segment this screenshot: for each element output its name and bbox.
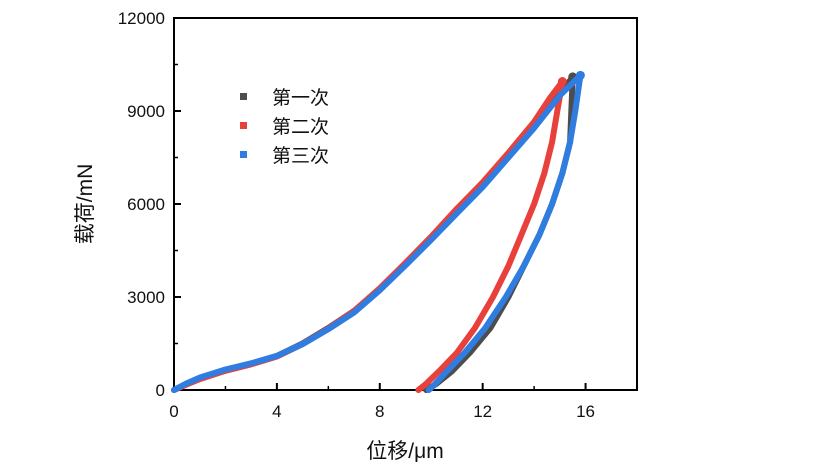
x-axis-label: 位移/μm — [366, 440, 443, 463]
y-tick-label: 0 — [156, 381, 165, 400]
legend-marker — [240, 122, 247, 129]
y-tick-label: 6000 — [127, 195, 165, 214]
x-tick-label: 8 — [375, 402, 384, 421]
y-tick-label: 3000 — [127, 288, 165, 307]
legend-marker — [240, 93, 247, 100]
series-line-3 — [171, 72, 584, 393]
x-tick-label: 0 — [169, 402, 178, 421]
plot-frame — [173, 17, 638, 391]
y-tick-label: 12000 — [118, 9, 165, 28]
legend-label: 第二次 — [272, 116, 329, 138]
legend-label: 第三次 — [272, 145, 329, 167]
series-line-2 — [171, 78, 566, 393]
y-axis-label: 载荷/mN — [74, 164, 97, 245]
axis-ticks: 0 4 8 12 16 0 3000 6000 9000 12000 — [118, 9, 595, 421]
series-line-1 — [171, 73, 576, 393]
legend-label: 第一次 — [272, 87, 329, 109]
y-tick-label: 9000 — [127, 102, 165, 121]
series-layer — [171, 70, 585, 393]
x-tick-label: 16 — [576, 402, 595, 421]
peak-point-2 — [557, 77, 567, 87]
legend-marker — [240, 151, 247, 158]
x-tick-label: 12 — [473, 402, 492, 421]
peak-point-3 — [575, 70, 585, 80]
x-tick-label: 4 — [272, 402, 281, 421]
